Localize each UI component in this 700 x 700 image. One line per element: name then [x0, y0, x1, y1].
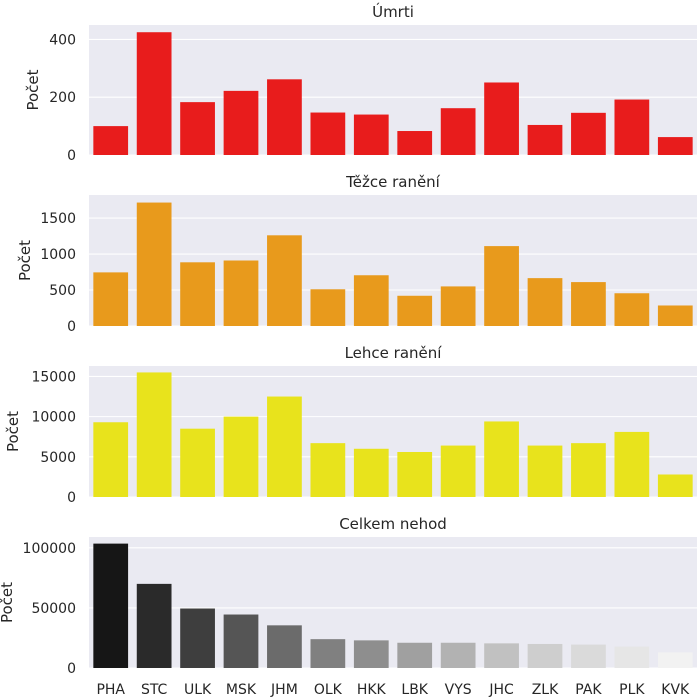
x-tick-label: ULK — [184, 682, 212, 698]
y-tick-label: 10000 — [31, 410, 76, 426]
bar-pak — [571, 644, 606, 668]
x-tick-label: HKK — [357, 682, 387, 698]
bar-olk — [310, 289, 346, 326]
bar-vys — [440, 642, 476, 668]
y-tick-label: 100000 — [23, 541, 76, 557]
bar-ulk — [180, 428, 215, 497]
y-tick-label: 200 — [49, 90, 76, 106]
bar-stc — [136, 32, 172, 155]
chart-title: Těžce ranění — [345, 173, 441, 191]
bar-vys — [440, 286, 476, 326]
chart-title: Úmrti — [372, 2, 414, 21]
bar-jhm — [267, 235, 302, 326]
bar-pak — [571, 443, 606, 497]
bar-stc — [136, 372, 172, 497]
chart-panel-1: 0 200 400 Úmrti Počet — [24, 2, 697, 164]
bar-olk — [310, 639, 346, 668]
bar-plk — [614, 293, 650, 326]
bar-zlk — [527, 445, 563, 497]
bar-pak — [571, 112, 606, 155]
bar-kvk — [657, 652, 693, 668]
chart-panel-4: 0 50000 100000 Celkem nehod Počet PHA STC ULK MS… — [0, 515, 697, 698]
bar-jhm — [267, 396, 302, 497]
x-tick-label: PHA — [96, 682, 125, 698]
y-tick-label: 0 — [67, 490, 76, 506]
bar-pak — [571, 282, 606, 326]
y-tick-label: 1000 — [40, 247, 76, 263]
chart-title: Celkem nehod — [339, 515, 447, 533]
bar-vys — [440, 445, 476, 497]
bar-msk — [223, 260, 259, 326]
chart-title: Lehce ranění — [345, 344, 443, 362]
y-tick-label: 0 — [67, 148, 76, 164]
bar-kvk — [657, 137, 693, 155]
y-axis-label: Počet — [24, 69, 42, 110]
bar-hkk — [353, 275, 389, 326]
bar-pha — [93, 272, 129, 326]
bar-lbk — [397, 131, 433, 155]
bar-jhc — [484, 246, 519, 326]
y-tick-label: 500 — [49, 283, 76, 299]
bar-hkk — [353, 640, 389, 668]
bar-lbk — [397, 451, 433, 497]
bar-plk — [614, 99, 650, 155]
y-axis-label: Počet — [4, 411, 22, 452]
y-tick-label: 400 — [49, 32, 76, 48]
x-tick-label: KVK — [661, 682, 690, 698]
bar-jhm — [267, 79, 302, 155]
bar-zlk — [527, 643, 563, 668]
x-tick-label: PAK — [575, 682, 602, 698]
bar-olk — [310, 112, 346, 155]
y-tick-label: 15000 — [31, 369, 76, 385]
bar-jhc — [484, 82, 519, 155]
bar-zlk — [527, 124, 563, 155]
x-tick-label: JHM — [270, 682, 298, 698]
x-tick-label: PLK — [619, 682, 645, 698]
bar-lbk — [397, 642, 433, 668]
bar-jhc — [484, 421, 519, 497]
bar-lbk — [397, 295, 433, 326]
y-axis-label: Počet — [16, 240, 34, 281]
x-tick-label: MSK — [226, 682, 257, 698]
bar-jhm — [267, 625, 302, 668]
chart-panel-3: 0 5000 10000 15000 Lehce ranění Počet — [4, 344, 697, 506]
bar-kvk — [657, 305, 693, 326]
bar-pha — [93, 543, 129, 668]
x-tick-label: LBK — [401, 682, 428, 698]
bar-kvk — [657, 474, 693, 497]
bar-plk — [614, 431, 650, 497]
bar-ulk — [180, 102, 215, 155]
bar-ulk — [180, 262, 215, 326]
chart-panel-2: 0 500 1000 1500 Těžce ranění Počet — [16, 173, 697, 335]
y-tick-label: 0 — [67, 661, 76, 677]
bar-msk — [223, 416, 259, 497]
x-tick-label: JHC — [488, 682, 514, 698]
x-tick-label: VYS — [445, 682, 472, 698]
x-tick-label: ZLK — [532, 682, 559, 698]
bar-hkk — [353, 114, 389, 155]
x-tick-label: STC — [141, 682, 168, 698]
bar-vys — [440, 108, 476, 155]
bar-plk — [614, 646, 650, 668]
bar-ulk — [180, 608, 215, 668]
bar-pha — [93, 422, 129, 497]
bar-stc — [136, 202, 172, 326]
bar-hkk — [353, 448, 389, 497]
y-tick-label: 1500 — [40, 211, 76, 227]
bar-jhc — [484, 643, 519, 668]
x-tick-label: OLK — [314, 682, 343, 698]
bar-pha — [93, 126, 129, 155]
y-tick-label: 5000 — [40, 450, 76, 466]
bar-stc — [136, 583, 172, 668]
y-tick-label: 50000 — [31, 601, 76, 617]
bar-zlk — [527, 278, 563, 326]
bar-msk — [223, 90, 259, 155]
y-axis-label: Počet — [0, 582, 16, 623]
bar-msk — [223, 614, 259, 668]
bar-olk — [310, 443, 346, 497]
y-tick-label: 0 — [67, 319, 76, 335]
